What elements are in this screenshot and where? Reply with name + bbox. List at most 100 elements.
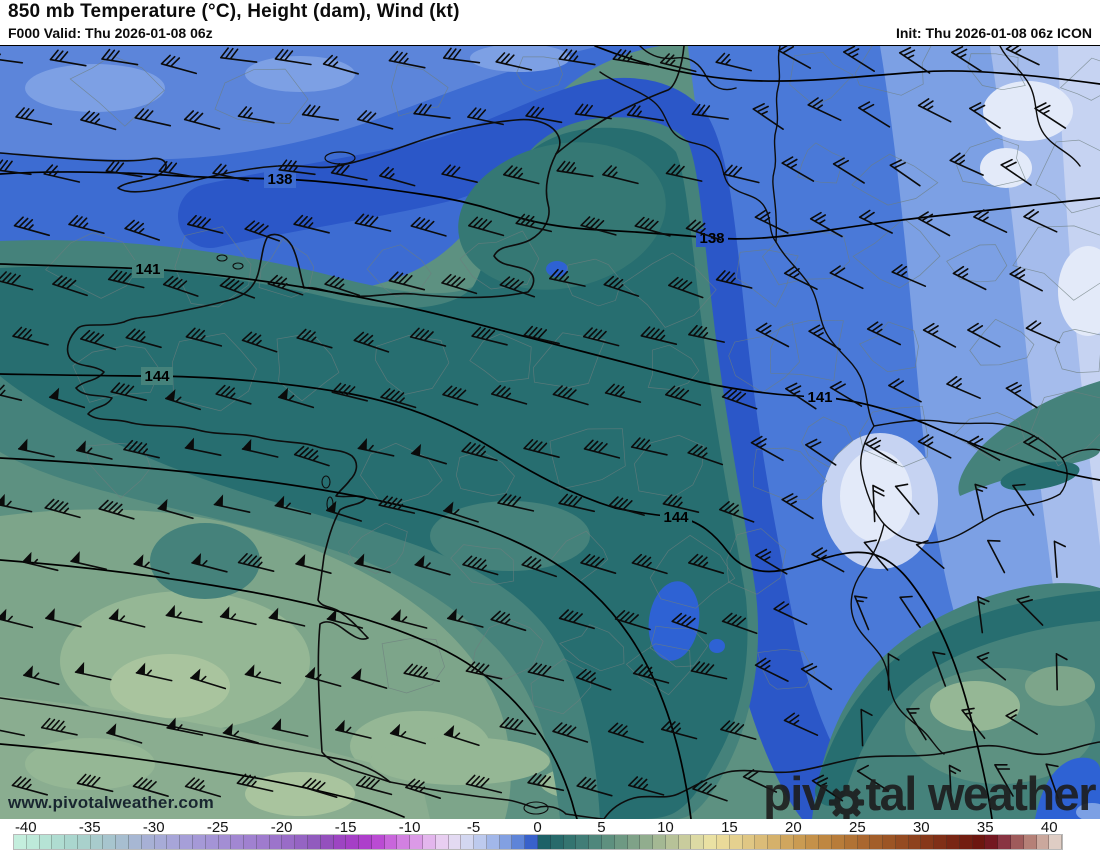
colorbar-segment [346,835,360,849]
colorbar-segment [180,835,193,849]
colorbar-tick-label: 5 [597,819,606,836]
colorbar-segment [103,835,117,849]
colorbar-segment [525,835,539,849]
colorbar-tick-label: -5 [466,819,481,836]
colorbar-tick-label: -40 [14,819,37,836]
contour-label: 138 [267,171,292,188]
colorbar-segment [192,835,206,849]
coastline-border-layer [0,46,1100,819]
colorbar-segment [972,835,986,849]
colorbar-segment [512,835,526,849]
colorbar-segment [320,835,334,849]
colorbar-segment [1049,835,1063,849]
contour-label-bg [264,170,296,188]
colorbar-segment [959,835,973,849]
colorbar-segment [780,835,794,849]
colorbar-segment [844,835,858,849]
colorbar-segment [883,835,896,849]
colorbar-segment [793,835,807,849]
contour-label-bg [141,367,173,385]
colorbar-segment [1023,835,1037,849]
colorbar-tick-label: -25 [206,819,229,836]
colorbar-segment [563,835,577,849]
colorbar-segment [576,835,590,849]
colorbar-gradient [13,834,1064,850]
colorbar-segment [908,835,922,849]
colorbar-segment [550,835,564,849]
wind-barbs-layer [0,46,1068,803]
colorbar-segment [538,835,551,849]
colorbar-segment [678,835,692,849]
gear-icon [828,784,864,821]
colorbar-segment [205,835,219,849]
contour-label-bg [804,388,836,406]
colorbar-segment [410,835,423,849]
height-contours-layer [0,46,1100,819]
colorbar-segment [116,835,130,849]
colorbar-segment [65,835,78,849]
colorbar-segment [947,835,960,849]
colorbar-segment [998,835,1011,849]
colorbar-tick-label: 0 [533,819,542,836]
colorbar-segment [653,835,666,849]
colorbar-segment [819,835,832,849]
colorbar-segment [52,835,66,849]
colorbar-segment [614,835,628,849]
colorbar-tick-label: 25 [848,819,866,836]
logo-text-piv: piv [763,767,828,820]
colorbar-segment [742,835,756,849]
contour-labels-layer: 138 138 141 141 144 144 [132,170,836,526]
colorbar-segment [231,835,245,849]
colorbar-segment [333,835,347,849]
model-init: Init: Thu 2026-01-08 06z ICON [895,25,1092,41]
colorbar-segment [704,835,717,849]
colorbar-segment [256,835,270,849]
colorbar-segment [26,835,40,849]
colorbar-segment [154,835,168,849]
colorbar-tick-label: -20 [270,819,293,836]
colorbar-segment [499,835,513,849]
colorbar-segment [921,835,935,849]
colorbar-segment [371,835,385,849]
colorbar-tick-label: 20 [785,819,802,836]
admin-borders-layer [45,46,1100,715]
contour-label-bg [132,260,164,278]
colorbar-segment [665,835,679,849]
colorbar-segment [755,835,769,849]
colorbar-segment [397,835,411,849]
colorbar-segment [1036,835,1050,849]
contour-label-bg [660,508,692,526]
colorbar-segment [934,835,948,849]
colorbar-segment [1010,835,1024,849]
logo-text-tal: tal [865,767,918,820]
colorbar-segment [461,835,475,849]
colorbar-tick-label: -15 [334,819,357,836]
contour-label: 141 [807,389,832,406]
colorbar-tick-label: 15 [721,819,738,836]
colorbar-segment [627,835,641,849]
colorbar-tick-label: 30 [912,819,930,836]
colorbar-segment [857,835,871,849]
weather-map[interactable]: 138 138 141 141 144 144 [0,46,1100,819]
colorbar-segment [90,835,104,849]
colorbar: -40 -35 -30 -25 -20 -15 -10 -5 0 5 10 15 20 25 30 35 40 [0,819,1100,850]
colorbar-segment [307,835,321,849]
colorbar-segment [601,835,615,849]
colorbar-segment [141,835,155,849]
colorbar-segment [474,835,487,849]
colorbar-segment [691,835,705,849]
contour-label: 144 [144,368,170,385]
colorbar-segment [269,835,283,849]
colorbar-segment [640,835,654,849]
colorbar-tick-label: 40 [1040,819,1058,836]
colorbar-segment [167,835,181,849]
colorbar-segment [14,835,27,849]
header: 850 mb Temperature (°C), Height (dam), W… [0,0,1100,45]
colorbar-segment [768,835,781,849]
colorbar-tick-label: -10 [398,819,421,836]
contour-label: 138 [699,230,724,247]
colorbar-tick-label: 35 [976,819,994,836]
logo-text-weather: weather [927,767,1097,820]
colorbar-segment [486,835,500,849]
